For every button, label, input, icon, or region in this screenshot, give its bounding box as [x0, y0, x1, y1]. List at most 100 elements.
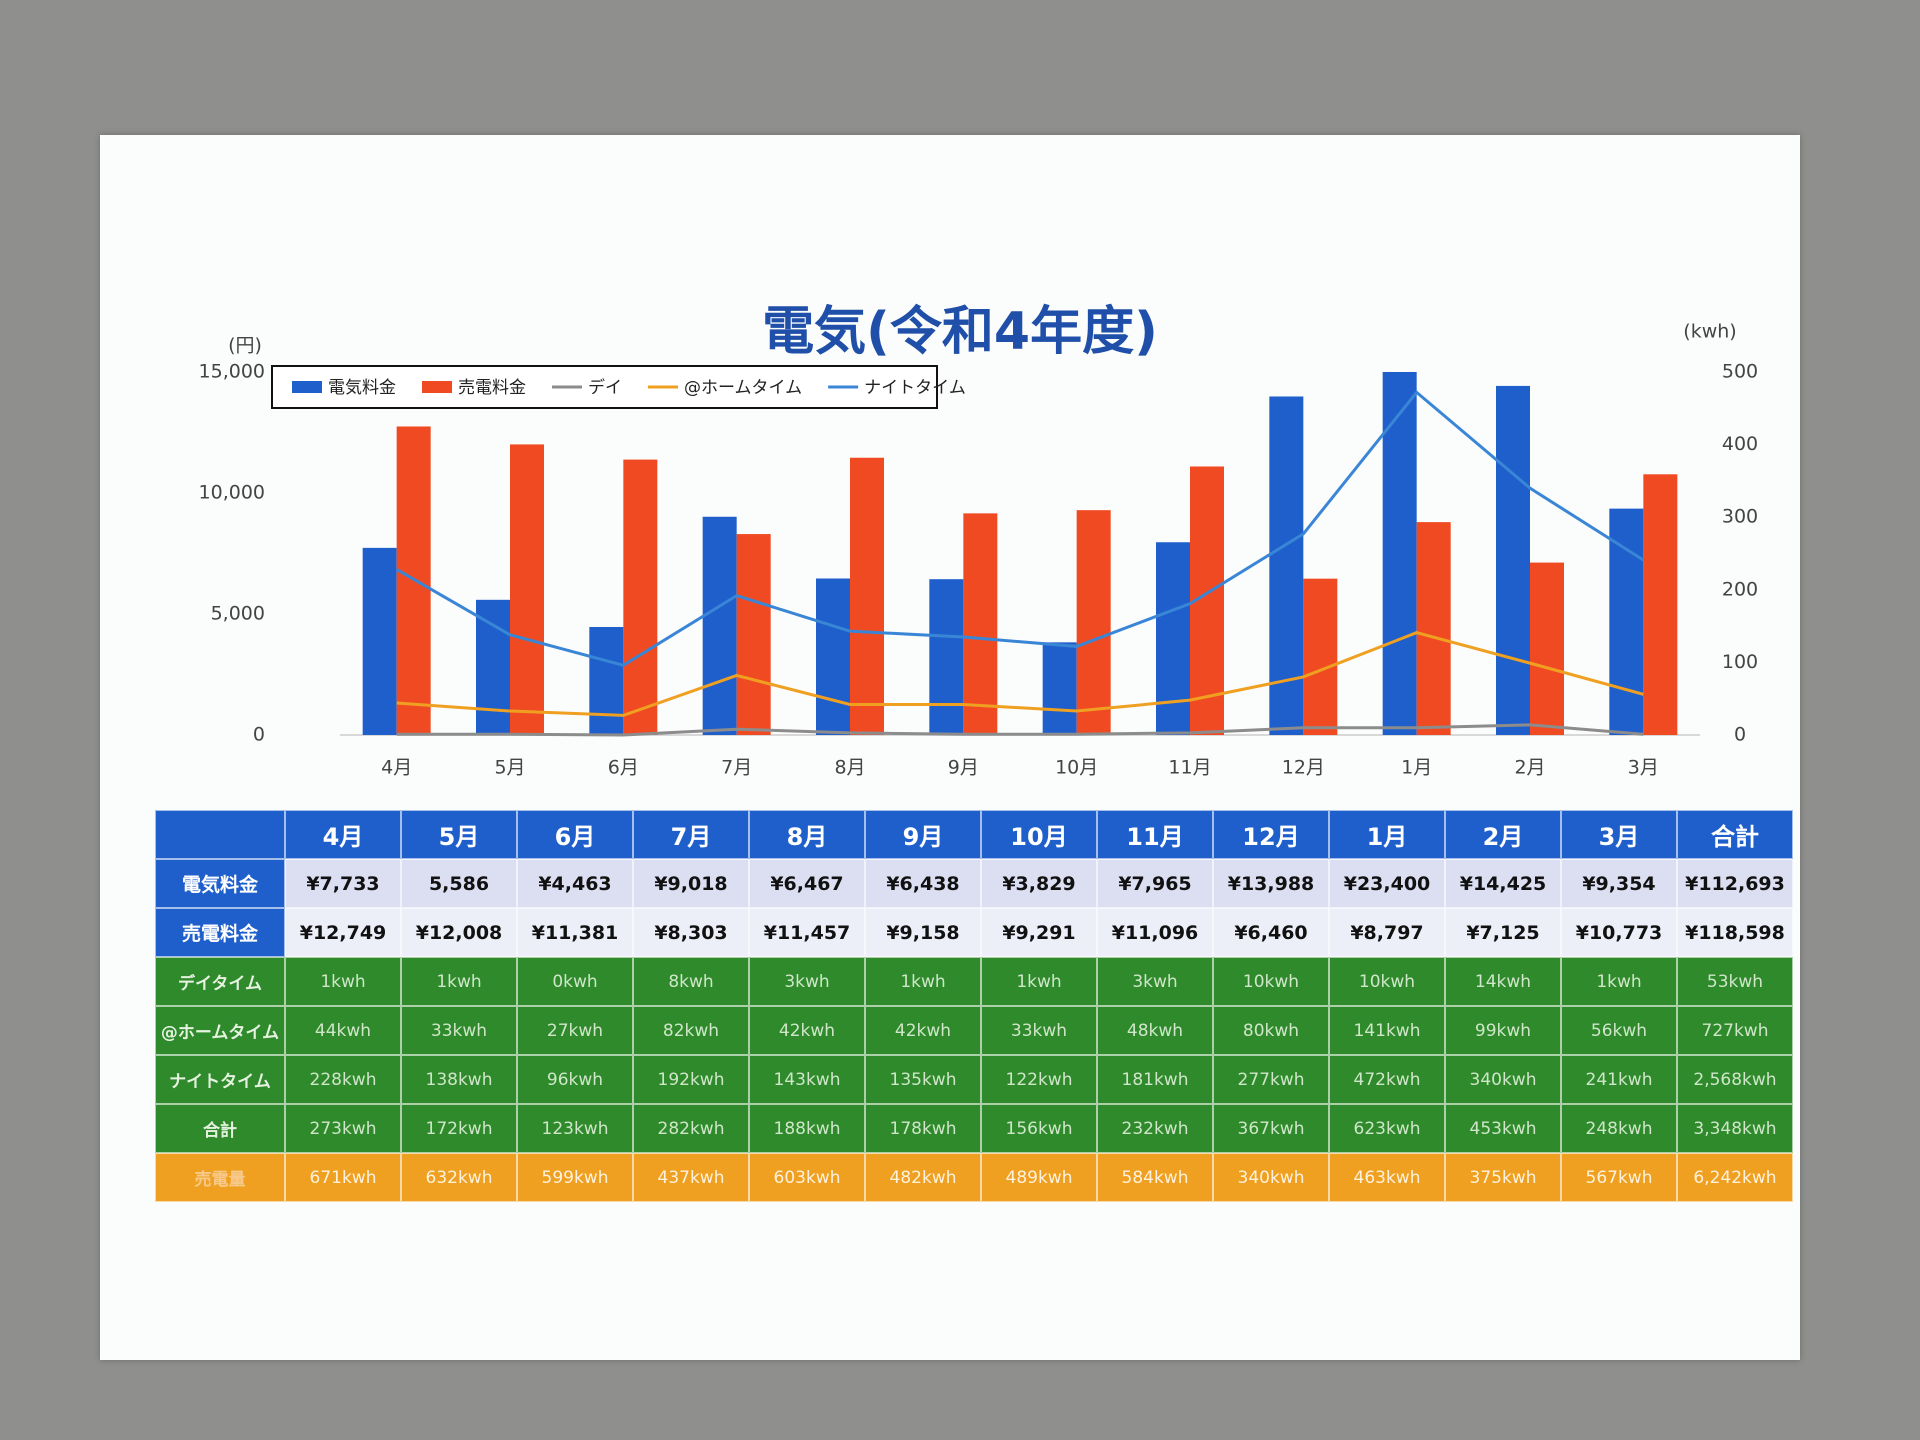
x-tick-label: 7月 — [721, 757, 752, 779]
table-cell: 2,568kwh — [1677, 1055, 1793, 1104]
table-cell: 56kwh — [1561, 1006, 1677, 1055]
data-table: 4月 5月 6月 7月 8月 9月 10月 11月 12月 1月 2月 3月 合計 電気料金 ¥7,733 5… — [155, 810, 1793, 1202]
bar — [1609, 508, 1644, 735]
table-cell: ¥14,425 — [1445, 859, 1561, 908]
y2-tick-label: 0 — [1734, 724, 1746, 746]
bar — [1042, 642, 1077, 735]
table-cell: ¥7,125 — [1445, 908, 1561, 957]
row-header: 売電量 — [155, 1153, 285, 1202]
line — [396, 631, 1644, 717]
table-cell: 277kwh — [1213, 1055, 1329, 1104]
table-cell: ¥6,467 — [749, 859, 865, 908]
table-cell: ¥6,438 — [865, 859, 981, 908]
table-cell: 273kwh — [285, 1104, 401, 1153]
table-cell: 367kwh — [1213, 1104, 1329, 1153]
table-cell: 623kwh — [1329, 1104, 1445, 1153]
column-header: 4月 — [285, 810, 401, 859]
table-cell: 123kwh — [517, 1104, 633, 1153]
bar — [963, 513, 998, 735]
x-tick-label: 3月 — [1628, 757, 1659, 779]
table-cell: 3kwh — [749, 957, 865, 1006]
y2-axis-label: (kwh) — [1683, 321, 1736, 343]
row-header: ナイトタイム — [155, 1055, 285, 1104]
table-cell: 632kwh — [401, 1153, 517, 1202]
bar — [476, 599, 510, 735]
table-cell: ¥12,749 — [285, 908, 401, 957]
table-cell: 489kwh — [981, 1153, 1097, 1202]
table-cell: 727kwh — [1677, 1006, 1793, 1055]
table-cell: 53kwh — [1677, 957, 1793, 1006]
table-cell: 44kwh — [285, 1006, 401, 1055]
table-cell: 3kwh — [1097, 957, 1213, 1006]
table-cell: 143kwh — [749, 1055, 865, 1104]
table-cell: ¥7,733 — [285, 859, 401, 908]
row-header: @ホームタイム — [155, 1006, 285, 1055]
table-cell: 14kwh — [1445, 957, 1561, 1006]
table-cell: 567kwh — [1561, 1153, 1677, 1202]
legend-box — [271, 365, 938, 409]
table-cell: ¥10,773 — [1561, 908, 1677, 957]
table-cell: 188kwh — [749, 1104, 865, 1153]
legend-swatch — [292, 381, 322, 393]
table-cell: 99kwh — [1445, 1006, 1561, 1055]
x-tick-label: 12月 — [1282, 757, 1325, 779]
bar — [1382, 372, 1417, 735]
y-tick-label: 15,000 — [199, 361, 265, 383]
line — [396, 723, 1644, 737]
y-tick-label: 5,000 — [211, 603, 265, 625]
legend-swatch — [422, 381, 452, 393]
x-tick-label: 9月 — [948, 757, 979, 779]
table-cell: 1kwh — [401, 957, 517, 1006]
column-header: 10月 — [981, 810, 1097, 859]
table-cell: 141kwh — [1329, 1006, 1445, 1055]
y2-tick-label: 100 — [1722, 651, 1758, 673]
table-cell: 156kwh — [981, 1104, 1097, 1153]
table-cell: 27kwh — [517, 1006, 633, 1055]
column-header: 3月 — [1561, 810, 1677, 859]
table-cell: ¥12,008 — [401, 908, 517, 957]
line — [395, 390, 1645, 667]
table-cell: 33kwh — [981, 1006, 1097, 1055]
table-cell: 42kwh — [865, 1006, 981, 1055]
table-cell: 228kwh — [285, 1055, 401, 1104]
table-cell: 584kwh — [1097, 1153, 1213, 1202]
chart: 電気(令和4年度) (円) (kwh) 0 5,000 10,000 15,000 0 1… — [199, 302, 1759, 779]
table-cell: ¥9,354 — [1561, 859, 1677, 908]
table-cell: 482kwh — [865, 1153, 981, 1202]
table-cell: 5,586 — [401, 859, 517, 908]
bar — [1076, 510, 1111, 735]
table-cell: ¥6,460 — [1213, 908, 1329, 957]
table-cell: 453kwh — [1445, 1104, 1561, 1153]
bar — [702, 516, 737, 735]
table-cell: 33kwh — [401, 1006, 517, 1055]
table-cell: 340kwh — [1213, 1153, 1329, 1202]
bar — [623, 459, 658, 735]
table-cell: ¥8,303 — [633, 908, 749, 957]
bar — [1303, 578, 1338, 735]
table-cell: 10kwh — [1213, 957, 1329, 1006]
header-corner — [155, 810, 285, 859]
bar — [1416, 522, 1451, 735]
table-cell: 1kwh — [1561, 957, 1677, 1006]
column-header: 8月 — [749, 810, 865, 859]
table-cell: ¥4,463 — [517, 859, 633, 908]
table-cell: 671kwh — [285, 1153, 401, 1202]
table-cell: 599kwh — [517, 1153, 633, 1202]
legend-label: デイ — [588, 377, 622, 398]
table-cell: 42kwh — [749, 1006, 865, 1055]
table-cell: ¥11,457 — [749, 908, 865, 957]
row-header: デイタイム — [155, 957, 285, 1006]
table-cell: 1kwh — [285, 957, 401, 1006]
x-tick-label: 4月 — [381, 757, 412, 779]
bar — [736, 534, 771, 735]
table-cell: ¥23,400 — [1329, 859, 1445, 908]
table-cell: ¥9,018 — [633, 859, 749, 908]
y2-tick-label: 200 — [1722, 578, 1758, 600]
table-cell: ¥118,598 — [1677, 908, 1793, 957]
bar — [510, 444, 544, 735]
table-cell: 172kwh — [401, 1104, 517, 1153]
table-cell: 241kwh — [1561, 1055, 1677, 1104]
table-cell: ¥11,381 — [517, 908, 633, 957]
row-header: 電気料金 — [155, 859, 285, 908]
legend-label: 電気料金 — [328, 378, 396, 398]
